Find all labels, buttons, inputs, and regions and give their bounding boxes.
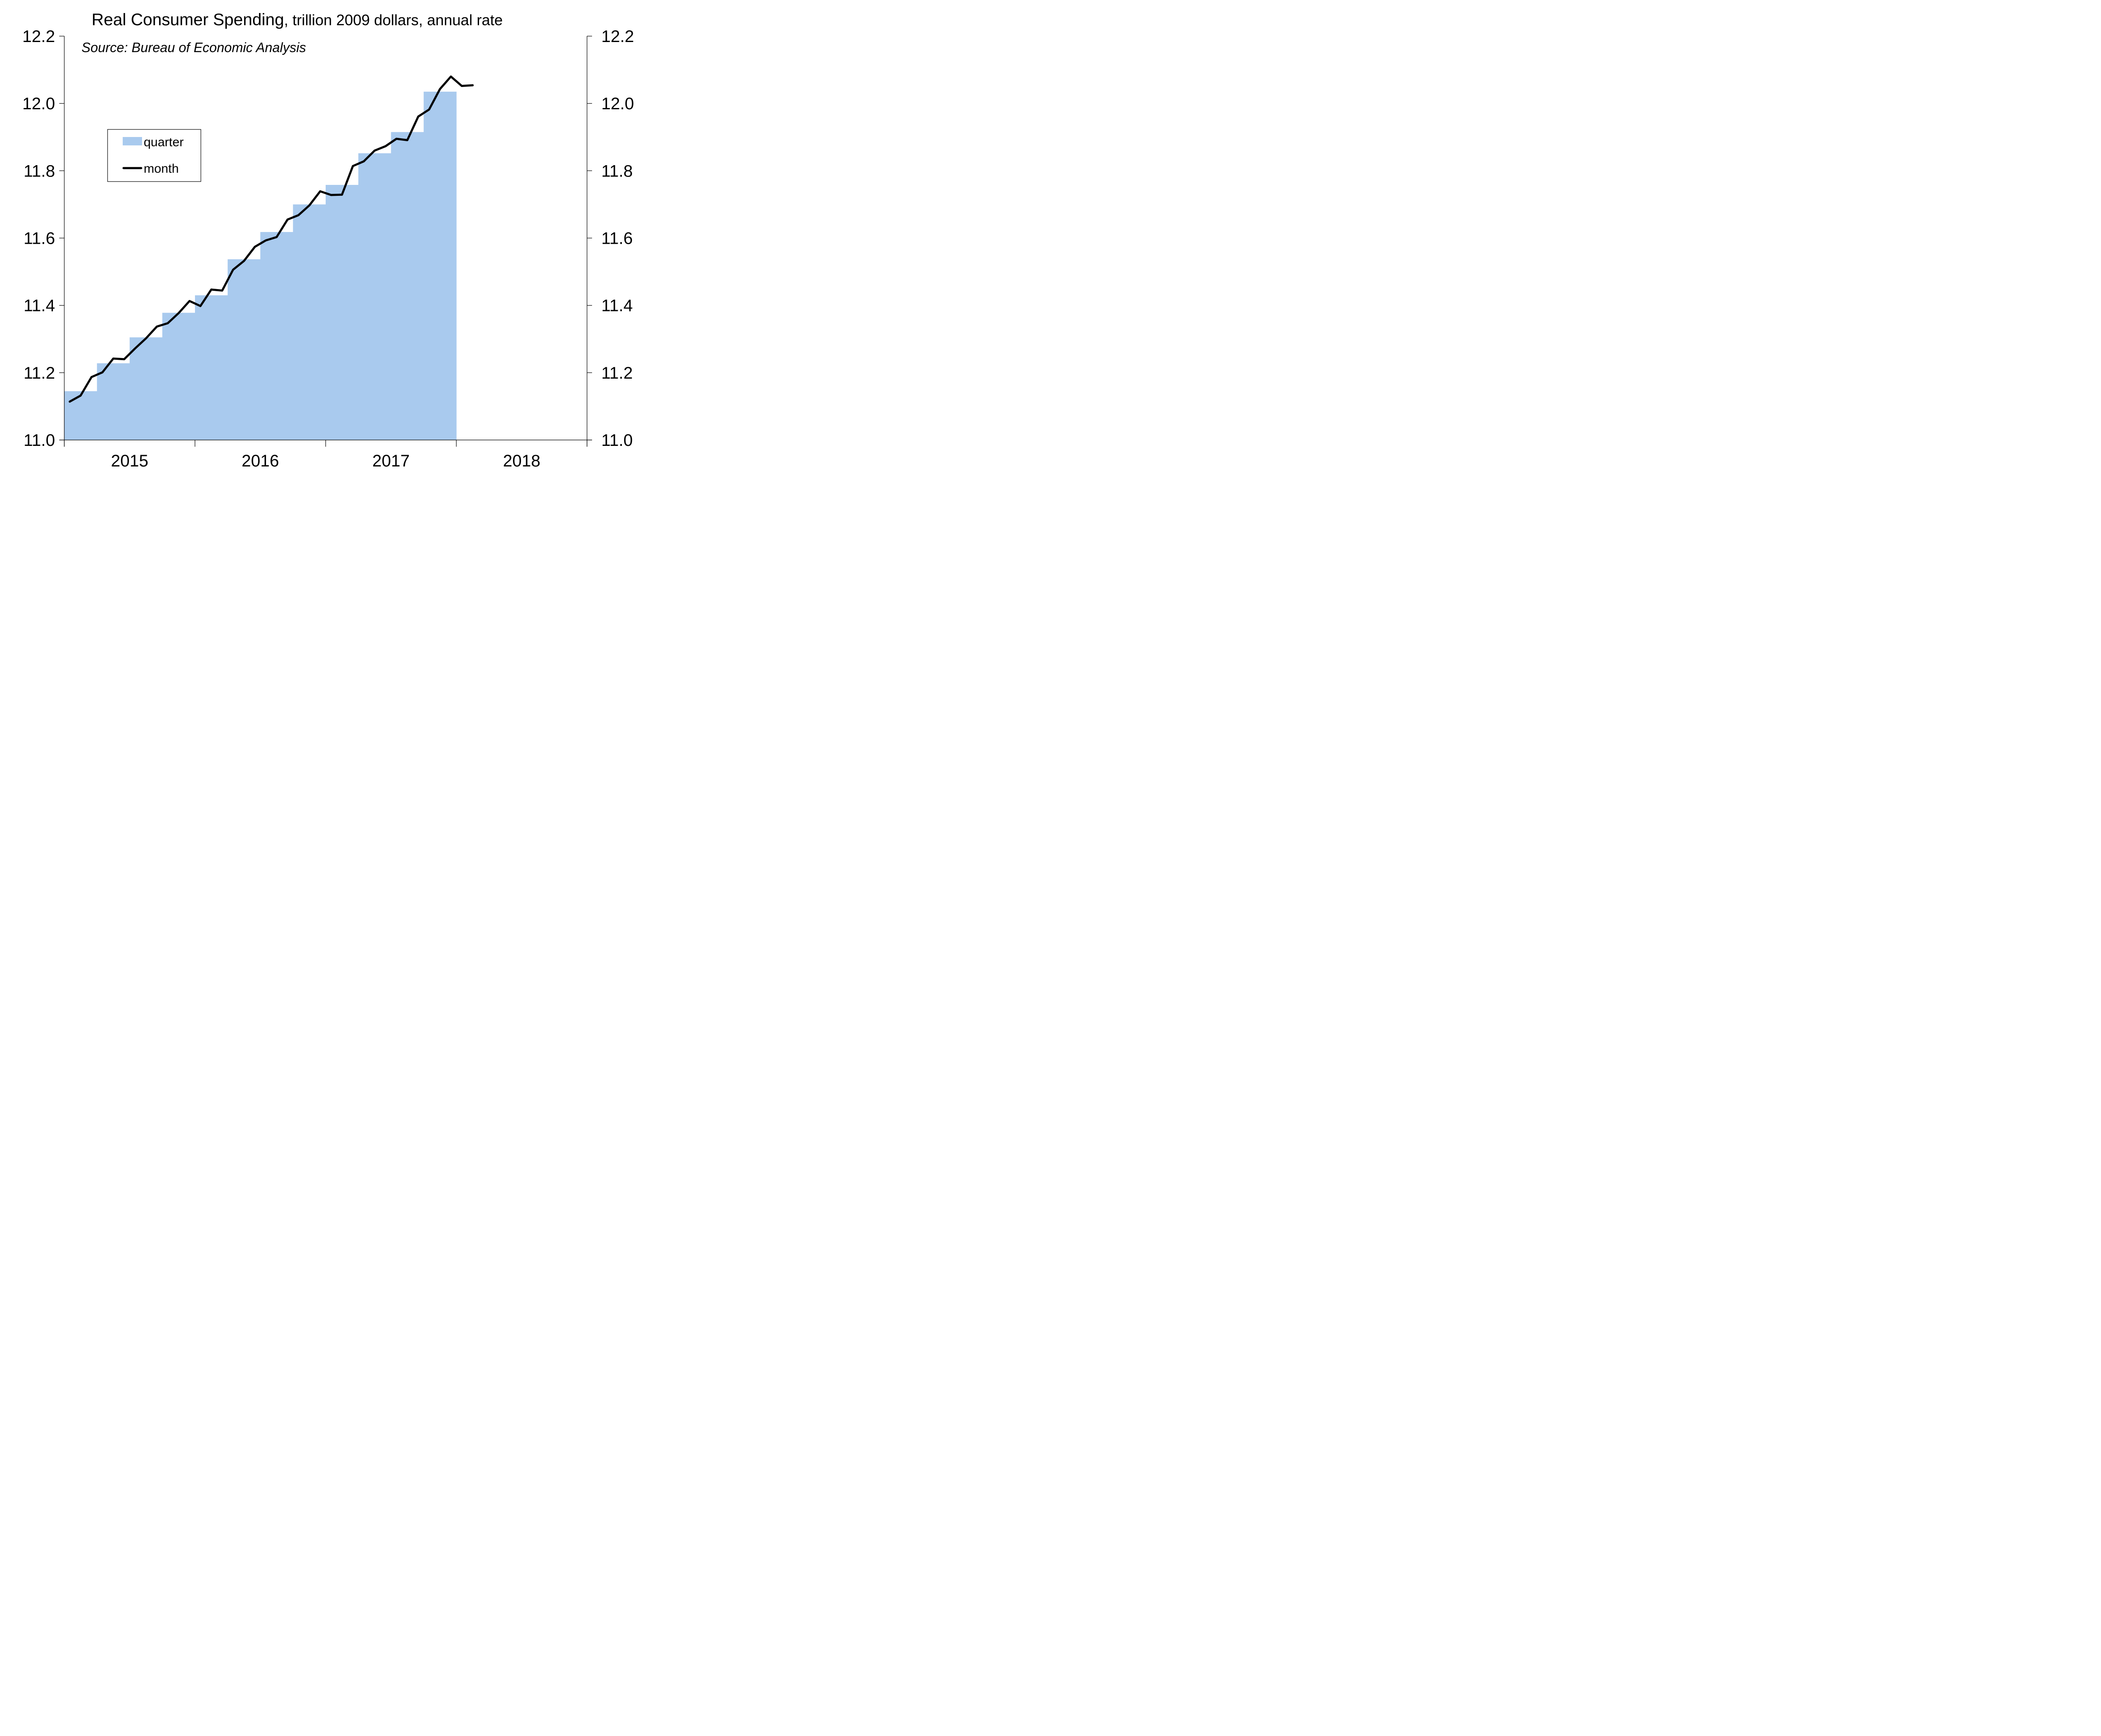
x-tick-label: 2017 <box>372 452 410 470</box>
y-tick-label-right: 11.2 <box>601 364 633 382</box>
y-tick-label-right: 11.4 <box>601 297 633 315</box>
y-tick-label-left: 11.4 <box>24 297 55 315</box>
quarter-bars <box>64 92 457 440</box>
quarter-bar <box>129 337 163 440</box>
legend-label-quarter: quarter <box>144 135 184 149</box>
y-tick-label-left: 12.0 <box>22 95 55 113</box>
month-line-path <box>68 75 474 403</box>
y-tick-label-right: 11.8 <box>601 162 633 180</box>
y-tick-label-left: 11.2 <box>24 364 55 382</box>
y-tick-label-right: 12.2 <box>601 27 634 46</box>
legend-swatch-quarter <box>123 137 142 145</box>
source-note: Source: Bureau of Economic Analysis <box>82 40 306 55</box>
y-tick-label-left: 11.0 <box>24 431 55 450</box>
month-line <box>68 75 474 403</box>
quarter-bar <box>260 232 293 440</box>
y-tick-label-right: 12.0 <box>601 95 634 113</box>
chart: Real Consumer Spending, trillion 2009 do… <box>22 11 634 470</box>
quarter-bar <box>424 92 457 440</box>
title-main: Real Consumer Spending <box>92 11 284 29</box>
quarter-bar <box>358 153 391 440</box>
quarter-bar <box>391 132 424 440</box>
quarter-bar <box>293 204 326 440</box>
x-axis: 2015 2016 2017 2018 <box>64 440 587 470</box>
x-tick-label: 2015 <box>111 452 148 470</box>
x-tick-label: 2016 <box>242 452 279 470</box>
quarter-bar <box>326 184 359 440</box>
y-axis-right: 11.0 11.2 11.4 11.6 11.8 12.0 12.2 <box>587 27 634 450</box>
y-tick-label-left: 11.8 <box>24 162 55 180</box>
y-tick-label-left: 12.2 <box>22 27 55 46</box>
legend: quarter month <box>107 129 201 182</box>
quarter-bar <box>227 259 261 440</box>
title-subtitle: , trillion 2009 dollars, annual rate <box>284 11 503 29</box>
quarter-bar <box>64 391 97 440</box>
quarter-bar <box>97 363 130 440</box>
y-tick-label-right: 11.6 <box>601 229 633 248</box>
chart-title: Real Consumer Spending, trillion 2009 do… <box>92 11 503 29</box>
y-tick-label-left: 11.6 <box>24 229 55 248</box>
x-tick-label: 2018 <box>503 452 540 470</box>
quarter-bar <box>162 313 195 440</box>
y-axis-left: 11.0 11.2 11.4 11.6 11.8 12.0 12.2 <box>22 27 64 450</box>
legend-label-month: month <box>144 162 179 176</box>
y-tick-label-right: 11.0 <box>601 431 633 450</box>
quarter-bar <box>195 295 228 440</box>
